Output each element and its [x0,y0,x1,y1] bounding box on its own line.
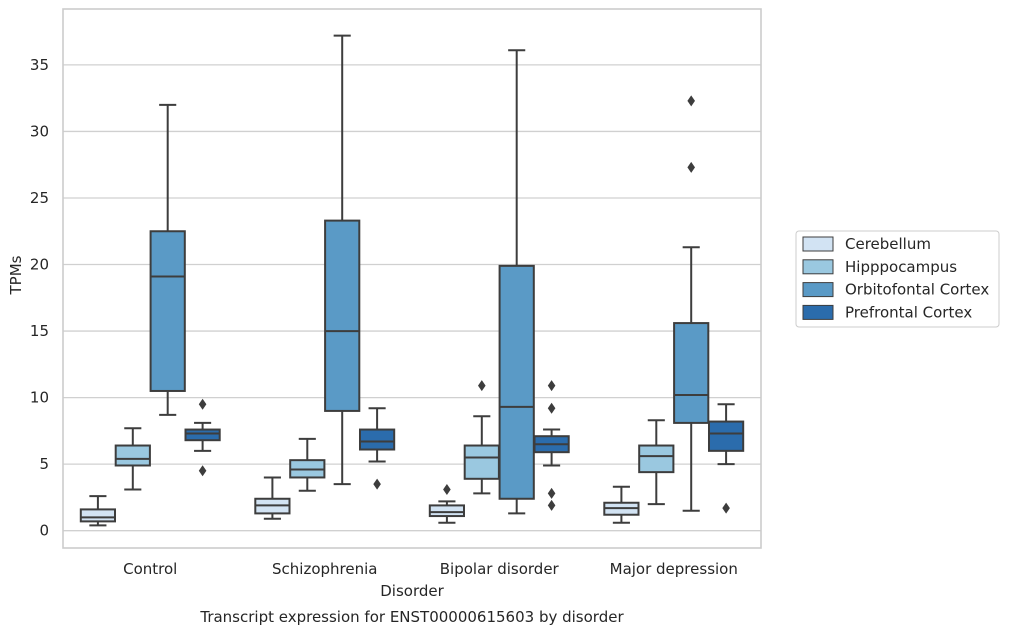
plot-area-frame [62,8,762,549]
y-tick-label: 20 [30,256,49,274]
box-prefrontal-cortex-0 [184,398,221,477]
outlier-point [547,402,556,414]
box-iqr [358,428,396,451]
legend-swatch [802,236,834,252]
box-iqr [498,264,535,500]
box-prefrontal-cortex-2 [533,380,570,511]
y-tick-label: 30 [30,122,49,140]
y-tick-labels: 0 5 10 15 20 25 30 35 [30,56,49,540]
box-cerebellum-2 [428,483,466,524]
outlier-point [547,380,556,392]
box-cerebellum-1 [254,476,291,520]
outlier-point [478,380,486,392]
x-tick-label: Major depression [610,560,738,578]
legend-frame [795,230,1000,328]
box-orbitofontal-cortex-0 [149,103,186,416]
outlier-point [722,502,730,514]
legend-label: Hipppocampus [845,258,957,276]
outlier-point [443,483,451,495]
outlier-point [687,95,695,107]
box-orbitofontal-cortex-1 [324,34,361,486]
legend-label: Cerebellum [845,235,931,253]
y-tick-label: 0 [39,522,49,540]
box-cerebellum-0 [79,495,117,527]
y-tick-label: 15 [30,322,49,340]
box-hipppocampus-1 [289,437,326,492]
y-tick-label: 35 [30,56,49,74]
box-cerebellum-3 [603,485,640,524]
box-hipppocampus-2 [463,380,500,495]
box-iqr [707,420,745,452]
outlier-point [373,478,381,490]
box-iqr [79,508,117,523]
legend-swatch [802,304,834,320]
legend-label: Orbitofontal Cortex [845,281,989,299]
x-tick-label: Schizophrenia [272,560,377,578]
box-iqr [184,428,221,442]
box-orbitofontal-cortex-2 [498,49,535,515]
box-iqr [149,230,186,392]
outlier-point [547,499,556,511]
outlier-point [547,487,556,499]
outlier-point [687,161,695,173]
legend-swatch [802,282,834,298]
box-iqr [428,504,466,518]
box-hipppocampus-0 [114,427,151,491]
x-tick-label: Control [123,560,177,578]
outlier-point [198,465,207,477]
box-orbitofontal-cortex-3 [673,95,710,512]
box-iqr [324,219,361,412]
y-tick-label: 25 [30,189,49,207]
chart-title: Transcript expression for ENST0000061560… [199,608,624,626]
box-hipppocampus-3 [638,419,675,506]
x-tick-labels: Control Schizophrenia Bipolar disorder Majo… [123,560,738,578]
y-axis-label: TPMs [7,255,25,295]
x-axis-label: Disorder [380,582,444,600]
legend-swatch [802,259,834,275]
box-iqr [463,444,500,480]
box-iqr [638,444,675,474]
outlier-point [198,398,207,410]
y-tick-label: 10 [30,389,49,407]
y-tick-label: 5 [39,455,49,473]
legend-label: Prefrontal Cortex [845,303,972,321]
box-series [79,34,745,527]
box-iqr [673,322,710,424]
legend: Cerebellum Hipppocampus Orbitofontal Corte… [795,230,1000,328]
x-tick-label: Bipolar disorder [440,560,560,578]
box-prefrontal-cortex-3 [707,403,745,514]
box-prefrontal-cortex-1 [358,407,396,490]
box-iqr [114,444,151,467]
